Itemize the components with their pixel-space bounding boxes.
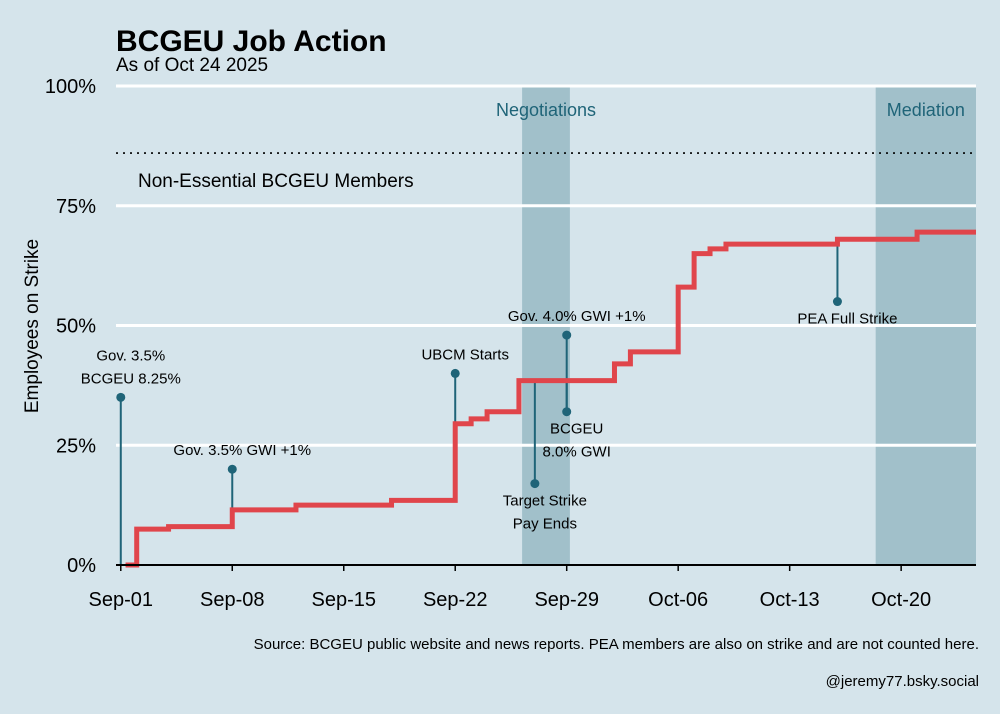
annotation-dot [562, 330, 572, 340]
chart-subtitle: As of Oct 24 2025 [116, 55, 268, 76]
annotation-label: BCGEU [550, 421, 603, 438]
author-handle: @jeremy77.bsky.social [826, 673, 979, 690]
y-tick-label: 100% [45, 76, 96, 98]
y-tick-label: 75% [56, 196, 96, 218]
annotation-dot [832, 297, 842, 307]
x-tick-label: Sep-01 [89, 589, 154, 611]
shaded-period-label: Mediation [887, 100, 965, 120]
chart-title: BCGEU Job Action [116, 25, 387, 58]
y-tick-label: 0% [67, 555, 96, 577]
y-tick-label: 25% [56, 435, 96, 457]
annotation-dot [530, 479, 540, 489]
annotation-label: Pay Ends [513, 516, 577, 533]
x-tick-label: Sep-22 [423, 589, 488, 611]
annotation-label: BCGEU 8.25% [81, 370, 181, 387]
annotation-label: PEA Full Strike [797, 311, 897, 328]
annotation-label: Gov. 4.0% GWI +1% [508, 308, 646, 325]
annotation-label: 8.0% GWI [543, 444, 611, 461]
x-tick-label: Oct-06 [648, 589, 708, 611]
x-tick-label: Sep-08 [200, 589, 265, 611]
x-tick-label: Oct-20 [871, 589, 931, 611]
annotation-dot [450, 368, 460, 378]
annotation-dot [562, 407, 572, 417]
source-note: Source: BCGEU public website and news re… [254, 636, 979, 653]
y-tick-label: 50% [56, 316, 96, 338]
annotation-label: Gov. 3.5% GWI +1% [173, 442, 311, 459]
y-axis-label: Employees on Strike [22, 239, 43, 413]
annotation-label: Gov. 3.5% [96, 347, 165, 364]
annotation-label: UBCM Starts [421, 346, 509, 363]
x-tick-label: Sep-29 [534, 589, 599, 611]
x-tick-label: Sep-15 [311, 589, 376, 611]
annotation-dot [227, 464, 237, 474]
shaded-period-label: Negotiations [496, 100, 596, 120]
x-tick-label: Oct-13 [760, 589, 820, 611]
annotation-dot [116, 392, 126, 402]
series-line [125, 229, 976, 568]
reference-line-label: Non-Essential BCGEU Members [138, 171, 414, 192]
annotation-label: Target Strike [503, 493, 587, 510]
